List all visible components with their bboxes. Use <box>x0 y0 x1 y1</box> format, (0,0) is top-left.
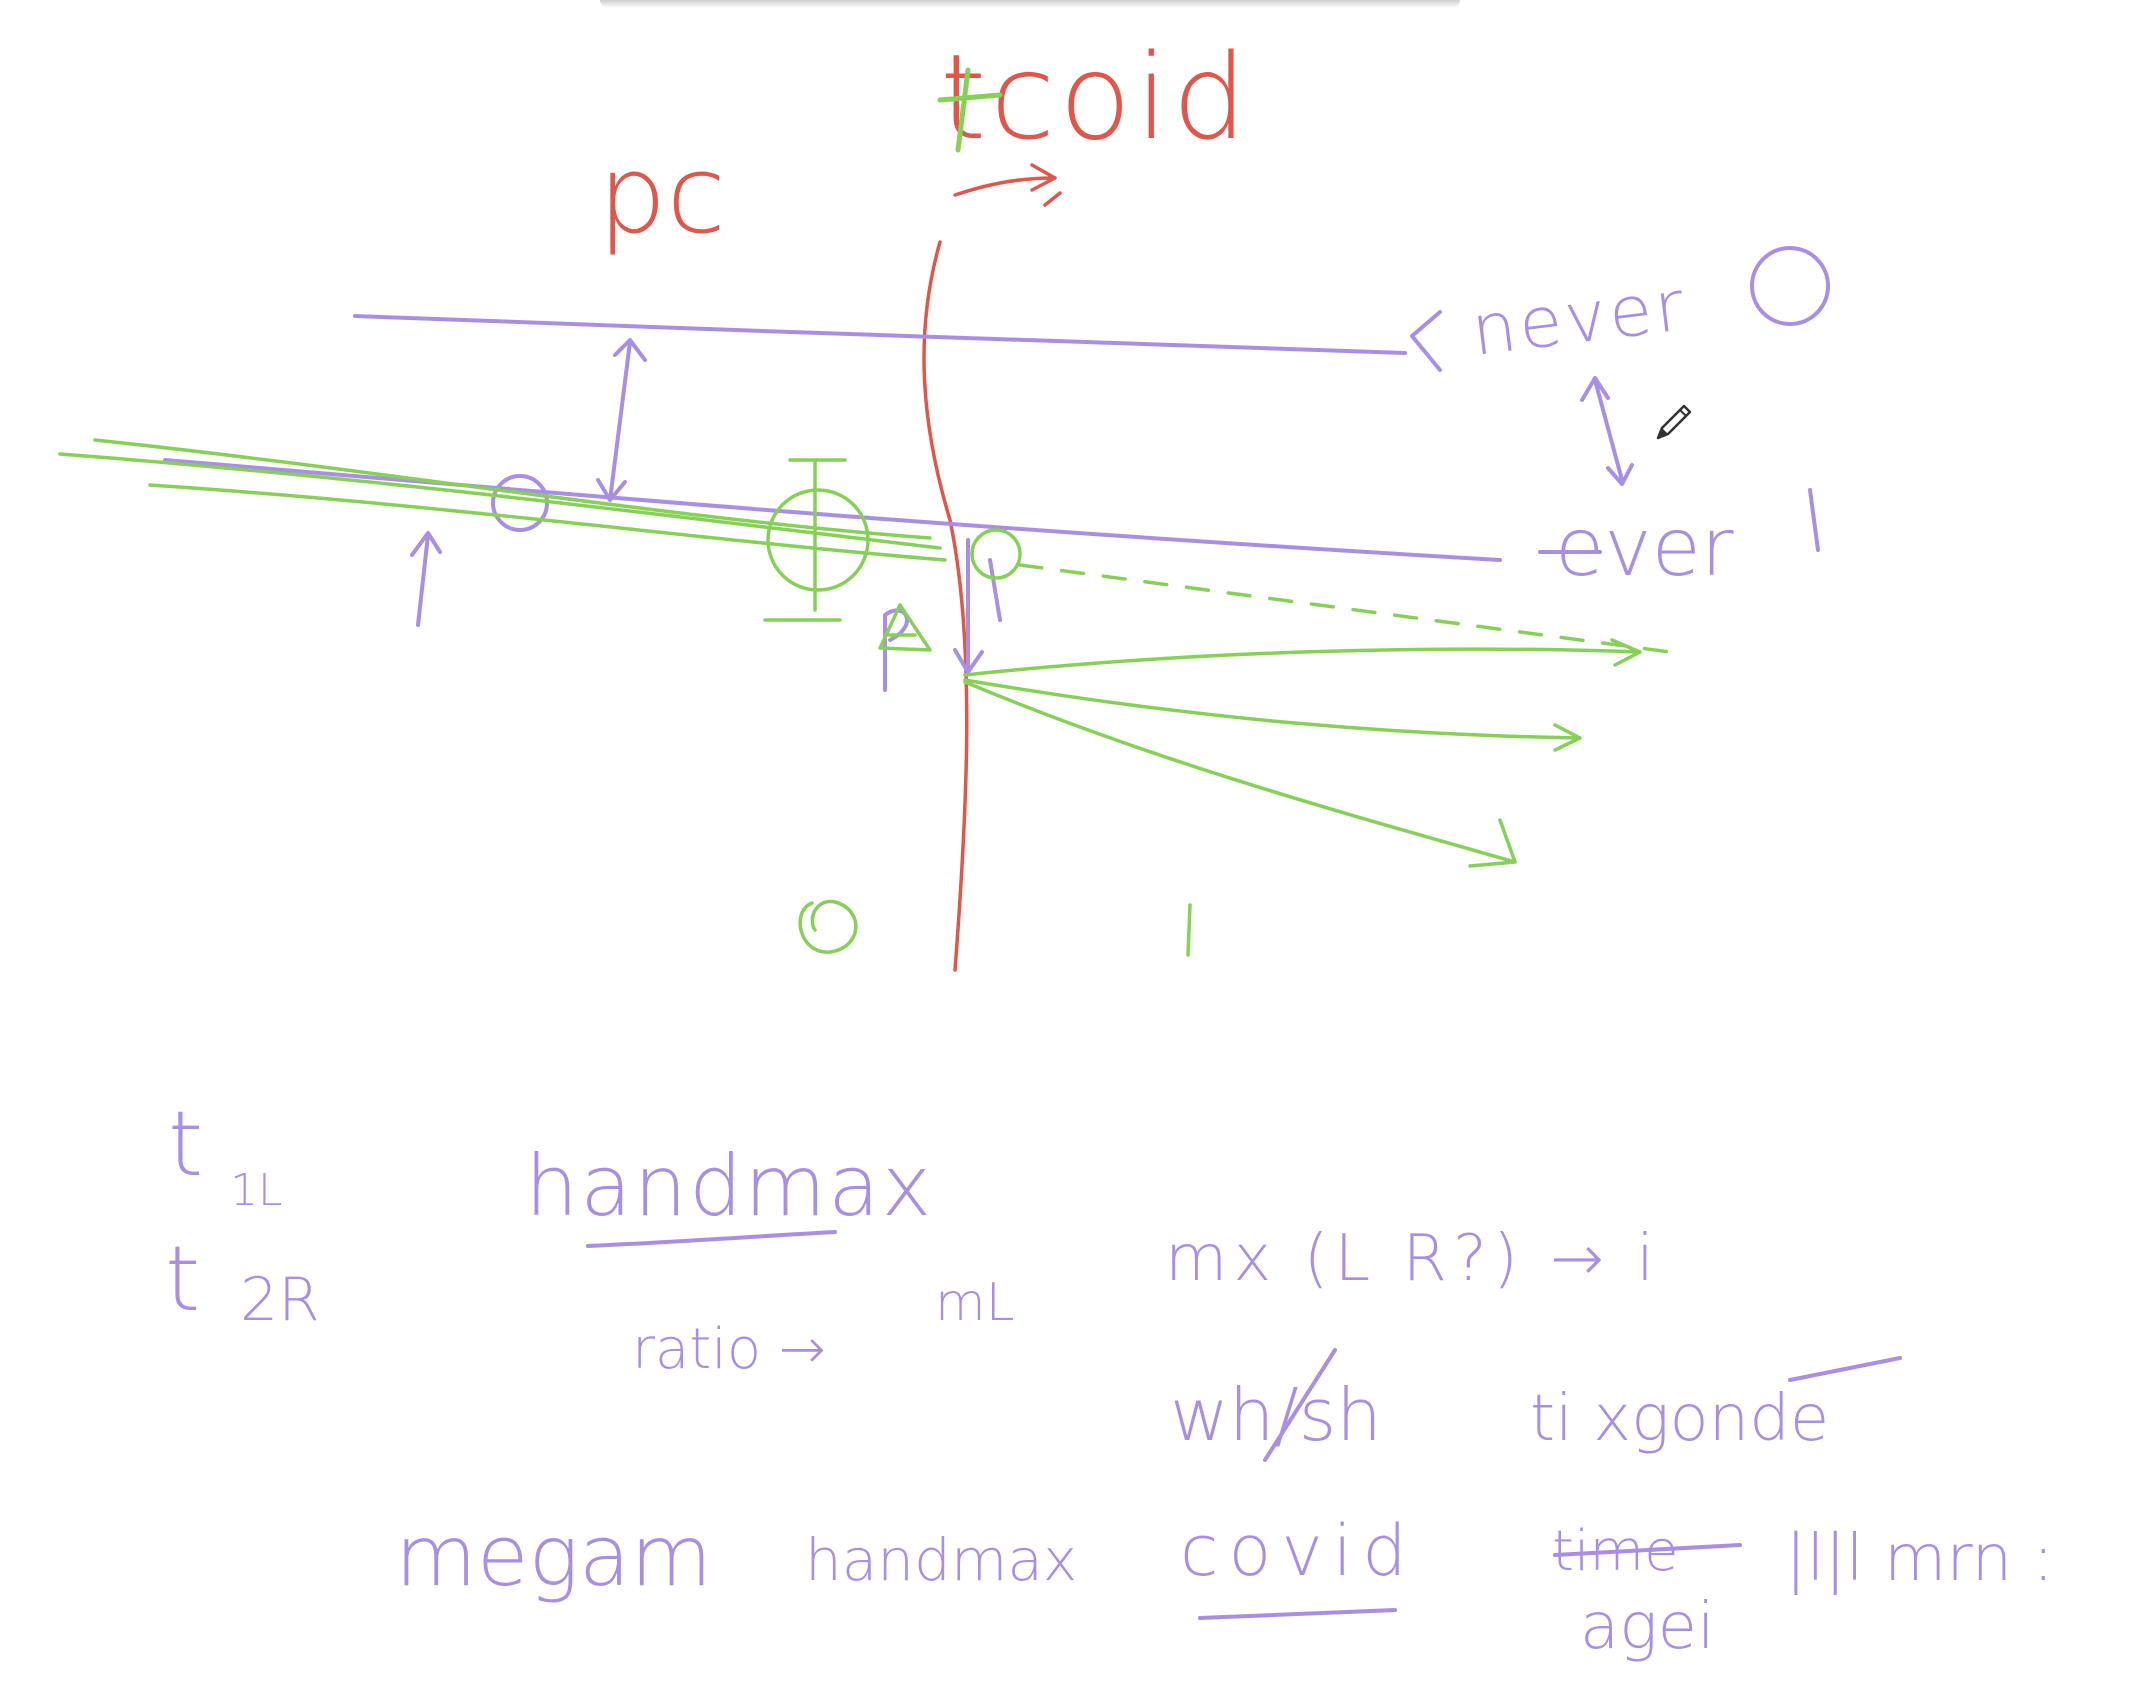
green-ink <box>58 438 1672 957</box>
refracted-ray-2 <box>963 678 1582 752</box>
refracted-ray-dashed <box>1018 563 1672 654</box>
label-never: never <box>1467 264 1691 372</box>
time-strikethrough <box>1553 1543 1742 1557</box>
red-ink <box>922 163 1062 972</box>
double-arrow-left <box>596 338 647 502</box>
note-handmax-small: handmax <box>805 1526 1077 1594</box>
red-arrow-right <box>953 163 1062 207</box>
green-zero <box>798 899 858 954</box>
small-triangle <box>878 603 932 652</box>
never-bracket <box>1410 310 1442 372</box>
note-ti-xgonde: ti xgonde <box>1530 1382 1829 1456</box>
purple-ink <box>163 246 1830 692</box>
handmax-underline <box>586 1230 837 1248</box>
refracted-ray-1 <box>963 638 1642 677</box>
one-right <box>1808 488 1820 552</box>
wh-sh-slash <box>1263 1348 1337 1462</box>
note-mx: mx (L R?) → i <box>1165 1222 1660 1296</box>
note-t-2r-sub: 2R <box>240 1265 320 1335</box>
lower-horizontal-line <box>163 458 1502 562</box>
note-t-1l: t <box>168 1092 203 1197</box>
refracted-ray-3 <box>963 680 1517 868</box>
label-pc: pc <box>598 133 726 258</box>
toolbar-shadow <box>600 0 1460 8</box>
small-circle-on-line <box>491 474 549 532</box>
pencil-cursor-icon <box>1656 404 1692 440</box>
note-ratio: ratio → <box>632 1317 826 1382</box>
note-ml: mL <box>935 1273 1015 1333</box>
theta-small-circle <box>970 528 1022 580</box>
note-agei: agei <box>1580 1590 1715 1664</box>
note-megam: megam <box>395 1507 712 1605</box>
notes-block: t 1L t 2R handmax ratio → mL mx (L R?) →… <box>165 1092 2054 1664</box>
xgonde-tail <box>1788 1356 1902 1382</box>
tcoid-green-t <box>937 67 1003 153</box>
covid-underline <box>1198 1608 1397 1620</box>
note-covid: covid <box>1180 1510 1417 1592</box>
note-t-2r: t <box>165 1227 200 1332</box>
circle-right <box>1750 246 1830 326</box>
up-arrow-left <box>410 531 442 627</box>
note-t-1l-sub: 1L <box>230 1165 283 1216</box>
incoming-ray-1 <box>58 452 942 550</box>
green-one <box>1186 903 1192 957</box>
double-arrow-right <box>1580 376 1634 486</box>
upper-horizontal-line <box>353 314 1407 355</box>
label-ever: ever <box>1555 501 1734 594</box>
short-down-arrows <box>953 538 1002 674</box>
note-llmrn: |l|l mrn : <box>1785 1522 2054 1596</box>
note-handmax: handmax <box>525 1137 933 1235</box>
red-vertical-boundary <box>922 240 969 972</box>
incoming-ray-2 <box>93 438 932 540</box>
theta-axis <box>763 458 847 622</box>
theta-circle <box>766 488 870 592</box>
incoming-ray-3 <box>148 483 947 562</box>
